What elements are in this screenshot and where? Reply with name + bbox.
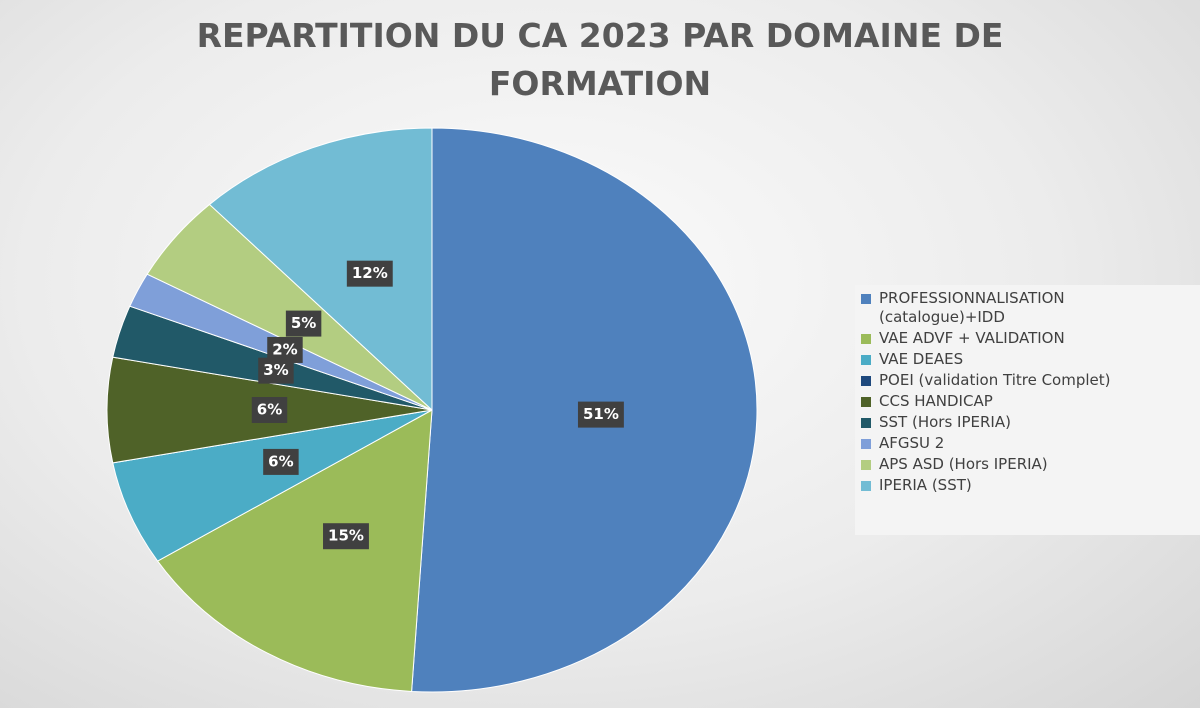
legend-label: VAE ADVF + VALIDATION bbox=[879, 329, 1065, 347]
legend-item: APS ASD (Hors IPERIA) bbox=[861, 455, 1194, 474]
pie-slice bbox=[112, 409, 433, 562]
legend-swatch bbox=[861, 294, 871, 304]
legend-label: VAE DEAES bbox=[879, 350, 964, 368]
data-label-text: 2% bbox=[272, 340, 297, 358]
legend-label: CCS HANDICAP bbox=[879, 392, 993, 410]
data-label: 6% bbox=[263, 448, 299, 475]
legend-swatch bbox=[861, 418, 871, 428]
legend-item: POEI (validation Titre Complet) bbox=[861, 371, 1194, 390]
legend-label: POEI (validation Titre Complet) bbox=[879, 371, 1111, 389]
legend-item: SST (Hors IPERIA) bbox=[861, 413, 1194, 432]
legend: PROFESSIONNALISATION (catalogue)+IDD VAE … bbox=[855, 285, 1200, 535]
legend-item: AFGSU 2 bbox=[861, 434, 1194, 453]
data-label-text: 3% bbox=[263, 361, 288, 379]
data-label-box bbox=[263, 448, 299, 475]
legend-item: PROFESSIONNALISATION (catalogue)+IDD bbox=[861, 289, 1194, 327]
legend-swatch bbox=[861, 355, 871, 365]
data-label-box bbox=[323, 523, 369, 550]
data-label-text: 51% bbox=[583, 405, 619, 423]
legend-label: PROFESSIONNALISATION (catalogue)+IDD bbox=[879, 289, 1065, 326]
legend-label: APS ASD (Hors IPERIA) bbox=[879, 455, 1048, 473]
data-label-box bbox=[267, 336, 303, 363]
data-label-box bbox=[251, 397, 288, 423]
data-label-text: 12% bbox=[352, 264, 388, 282]
data-label-text: 15% bbox=[328, 527, 364, 545]
legend-item: VAE DEAES bbox=[861, 350, 1194, 369]
chart-title: REPARTITION DU CA 2023 PAR DOMAINE DE FO… bbox=[196, 16, 1004, 103]
legend-swatch bbox=[861, 460, 871, 470]
legend-label: AFGSU 2 bbox=[879, 434, 945, 452]
data-label: 2% bbox=[267, 336, 303, 363]
data-label-box bbox=[577, 401, 624, 428]
data-label: 12% bbox=[346, 260, 393, 287]
legend-label: SST (Hors IPERIA) bbox=[879, 413, 1011, 431]
legend-item: CCS HANDICAP bbox=[861, 392, 1194, 411]
data-label-text: 6% bbox=[268, 452, 293, 470]
data-label-box bbox=[285, 310, 322, 337]
legend-item: VAE ADVF + VALIDATION bbox=[861, 329, 1194, 348]
pie-slice bbox=[156, 409, 433, 692]
data-label-text: 5% bbox=[291, 314, 316, 332]
data-label: 15% bbox=[323, 523, 369, 550]
pie-slice bbox=[208, 127, 433, 412]
legend-swatch bbox=[861, 439, 871, 449]
data-label-box bbox=[346, 260, 393, 287]
legend-swatch bbox=[861, 334, 871, 344]
data-label: 6% bbox=[251, 397, 288, 423]
data-label: 5% bbox=[285, 310, 322, 337]
data-label: 51% bbox=[577, 401, 624, 428]
legend-swatch bbox=[861, 481, 871, 491]
legend-swatch bbox=[861, 376, 871, 386]
legend-item: IPERIA (SST) bbox=[861, 476, 1194, 495]
legend-label: IPERIA (SST) bbox=[879, 476, 972, 494]
data-label-text: 6% bbox=[257, 401, 282, 419]
legend-swatch bbox=[861, 397, 871, 407]
